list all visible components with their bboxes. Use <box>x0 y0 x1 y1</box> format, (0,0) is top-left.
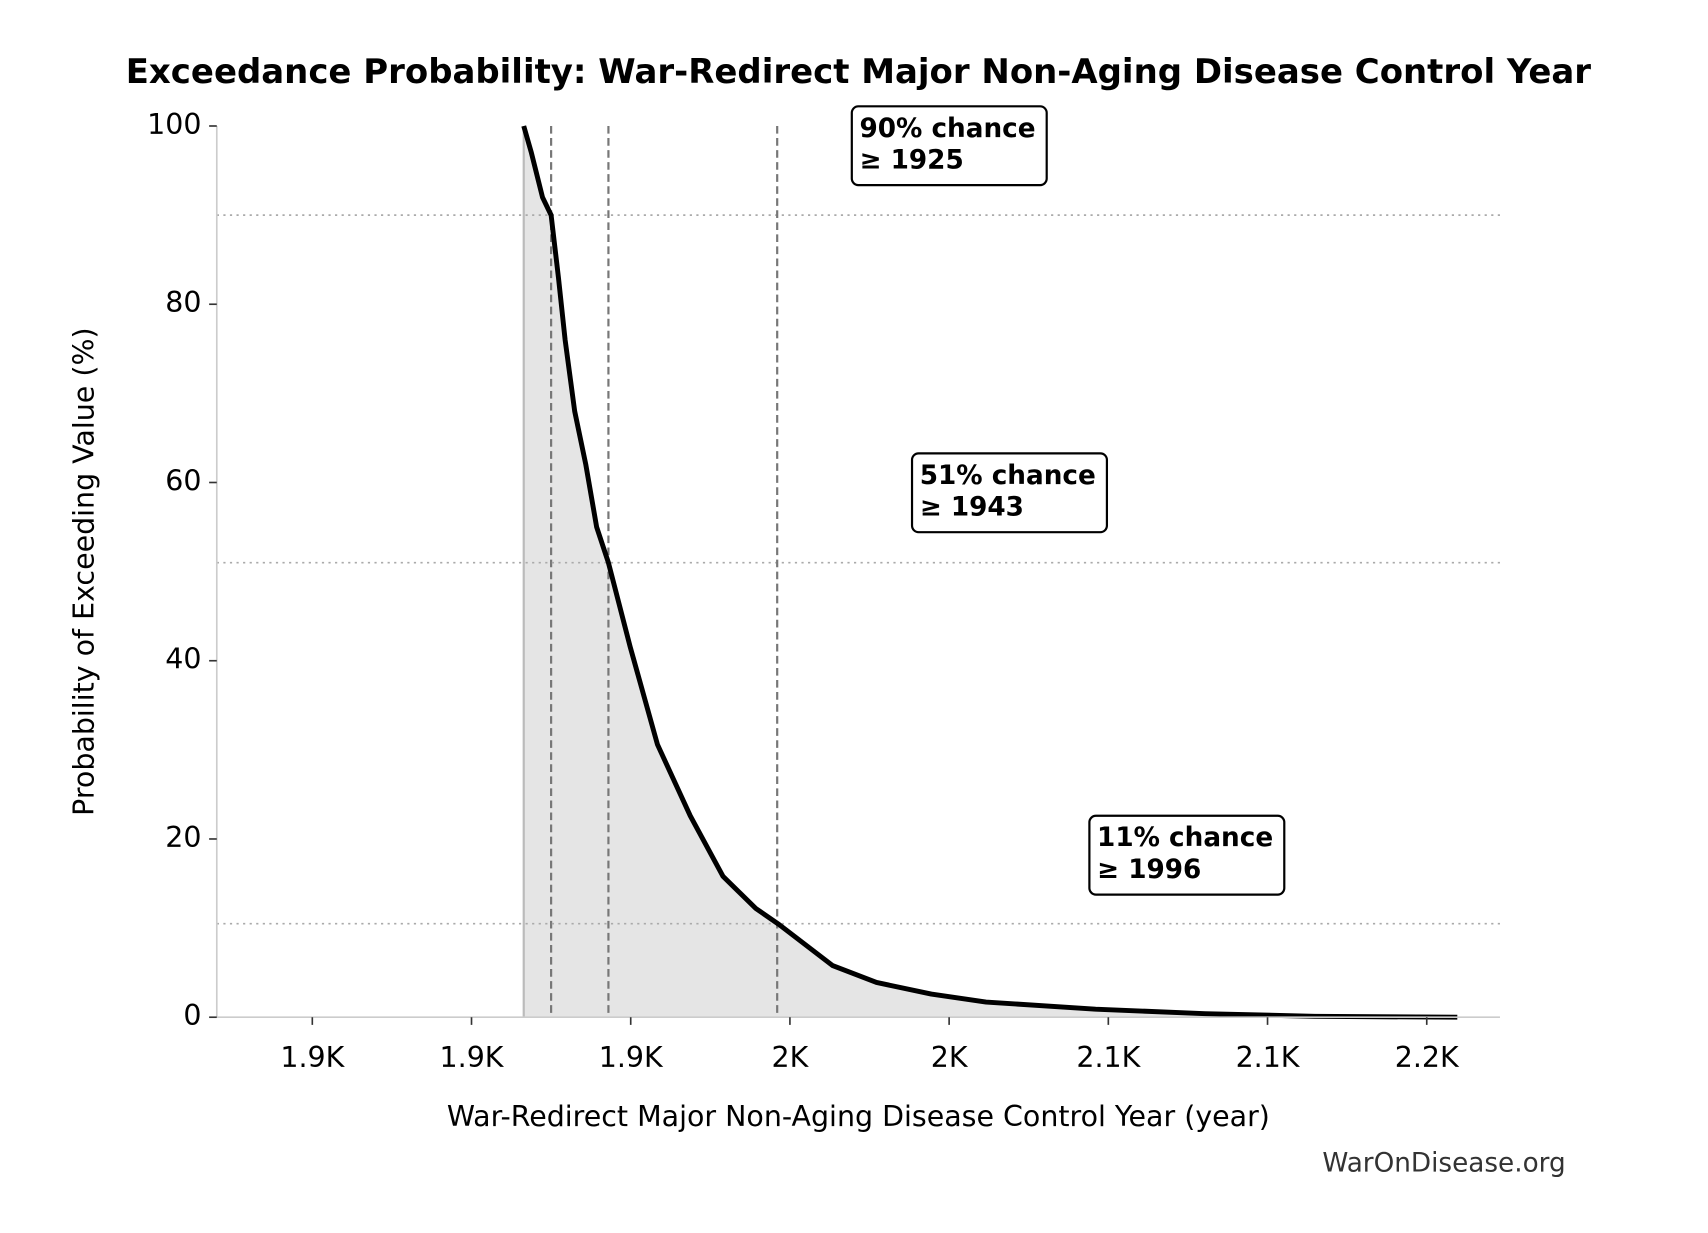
chart-title: Exceedance Probability: War-Redirect Maj… <box>126 52 1592 92</box>
y-tick-label: 80 <box>165 286 201 319</box>
line <box>521 125 1458 1020</box>
y-axis-label: Probability of Exceeding Value (%) <box>67 327 100 815</box>
x-tick-label: 2K <box>772 1041 810 1074</box>
annotation-text: 51% chance <box>920 461 1096 491</box>
annotation: 90% chance≥ 1925 <box>850 105 1048 187</box>
x-tick-label: 1.9K <box>440 1041 505 1074</box>
y-tick-label: 40 <box>165 643 201 676</box>
y-tick-label: 60 <box>165 464 201 497</box>
annotation-text: ≥ 1996 <box>1097 855 1201 885</box>
annotation: 11% chance≥ 1996 <box>1088 814 1286 896</box>
annotation-text: ≥ 1925 <box>859 146 963 176</box>
annotation-box <box>850 105 1048 187</box>
x-tick-label: 2.1K <box>1076 1041 1141 1074</box>
x-axis-label: War-Redirect Major Non-Aging Disease Con… <box>447 1100 1270 1133</box>
area <box>523 125 1458 1018</box>
x-tick-label: 2.1K <box>1236 1041 1301 1074</box>
annotation-text: 90% chance <box>859 114 1035 144</box>
annotation-text: ≥ 1943 <box>920 493 1024 523</box>
x-tick-label: 1.9K <box>280 1041 345 1074</box>
annotation: 51% chance≥ 1943 <box>910 452 1109 534</box>
annotation-text: 11% chance <box>1097 823 1273 853</box>
x-tick-label: 2K <box>931 1041 969 1074</box>
annotation-box <box>1088 814 1286 896</box>
annotation-box <box>910 452 1109 534</box>
x-tick-label: 1.9K <box>599 1041 664 1074</box>
y-tick-label: 0 <box>183 999 201 1032</box>
x-tick-label: 2.2K <box>1395 1041 1460 1074</box>
y-tick-label: 100 <box>147 108 201 141</box>
watermark: WarOnDisease.org <box>1322 1148 1565 1178</box>
y-tick-label: 20 <box>165 821 201 854</box>
